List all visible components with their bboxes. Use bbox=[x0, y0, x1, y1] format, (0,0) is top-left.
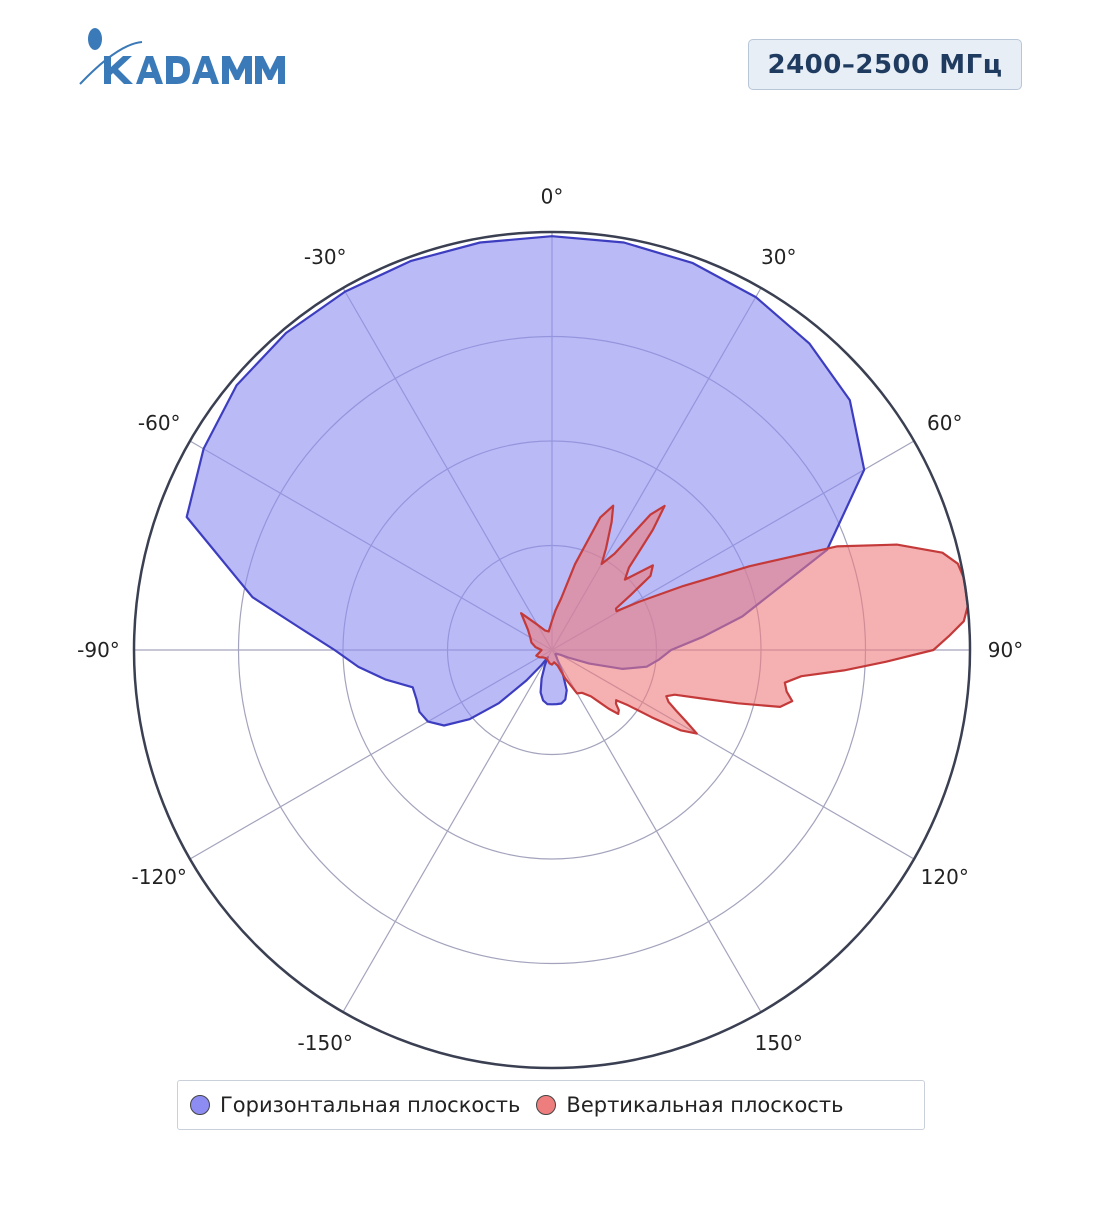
theta-tick-labels: 0° 30° 60° 90° 120° 150° -150° -120° -90° -60° -30… bbox=[77, 184, 1023, 1054]
polar-series bbox=[185, 235, 969, 735]
legend-label-vertical: Вертикальная плоскость bbox=[566, 1093, 844, 1117]
theta-tick-label: 150° bbox=[755, 1031, 803, 1055]
theta-tick-label: 30° bbox=[761, 245, 796, 269]
chart-legend: Горизонтальная плоскость Вертикальная пл… bbox=[177, 1080, 925, 1130]
theta-tick-label: -60° bbox=[138, 411, 181, 435]
theta-tick-label: -30° bbox=[304, 245, 347, 269]
polar-frame bbox=[132, 230, 972, 1070]
logo-swoosh bbox=[79, 41, 143, 85]
legend-marker-horizontal bbox=[190, 1095, 210, 1115]
legend-item-vertical[interactable]: Вертикальная плоскость bbox=[536, 1093, 843, 1117]
theta-tick-label: 120° bbox=[921, 865, 969, 889]
theta-tick-label: 60° bbox=[927, 411, 962, 435]
logo-lettering bbox=[104, 56, 285, 84]
kadamm-logo bbox=[79, 28, 285, 85]
legend-label-horizontal: Горизонтальная плоскость bbox=[220, 1093, 521, 1117]
theta-tick-label: -120° bbox=[132, 865, 187, 889]
series-vertical-area bbox=[520, 504, 969, 735]
theta-tick-label: -150° bbox=[298, 1031, 353, 1055]
angular-gridline bbox=[551, 649, 762, 1013]
theta-tick-label: -90° bbox=[77, 638, 120, 662]
frequency-label: 2400–2500 МГц bbox=[767, 49, 1003, 80]
theta-tick-label: 0° bbox=[541, 184, 564, 208]
legend-item-horizontal[interactable]: Горизонтальная плоскость bbox=[190, 1093, 520, 1117]
theta-tick-label: 90° bbox=[988, 638, 1023, 662]
angular-gridline bbox=[342, 649, 553, 1013]
legend-marker-vertical bbox=[536, 1095, 557, 1115]
outer-ring bbox=[132, 230, 972, 1070]
logo-drop-mark bbox=[88, 28, 102, 50]
frequency-badge: 2400–2500 МГц bbox=[748, 39, 1022, 90]
